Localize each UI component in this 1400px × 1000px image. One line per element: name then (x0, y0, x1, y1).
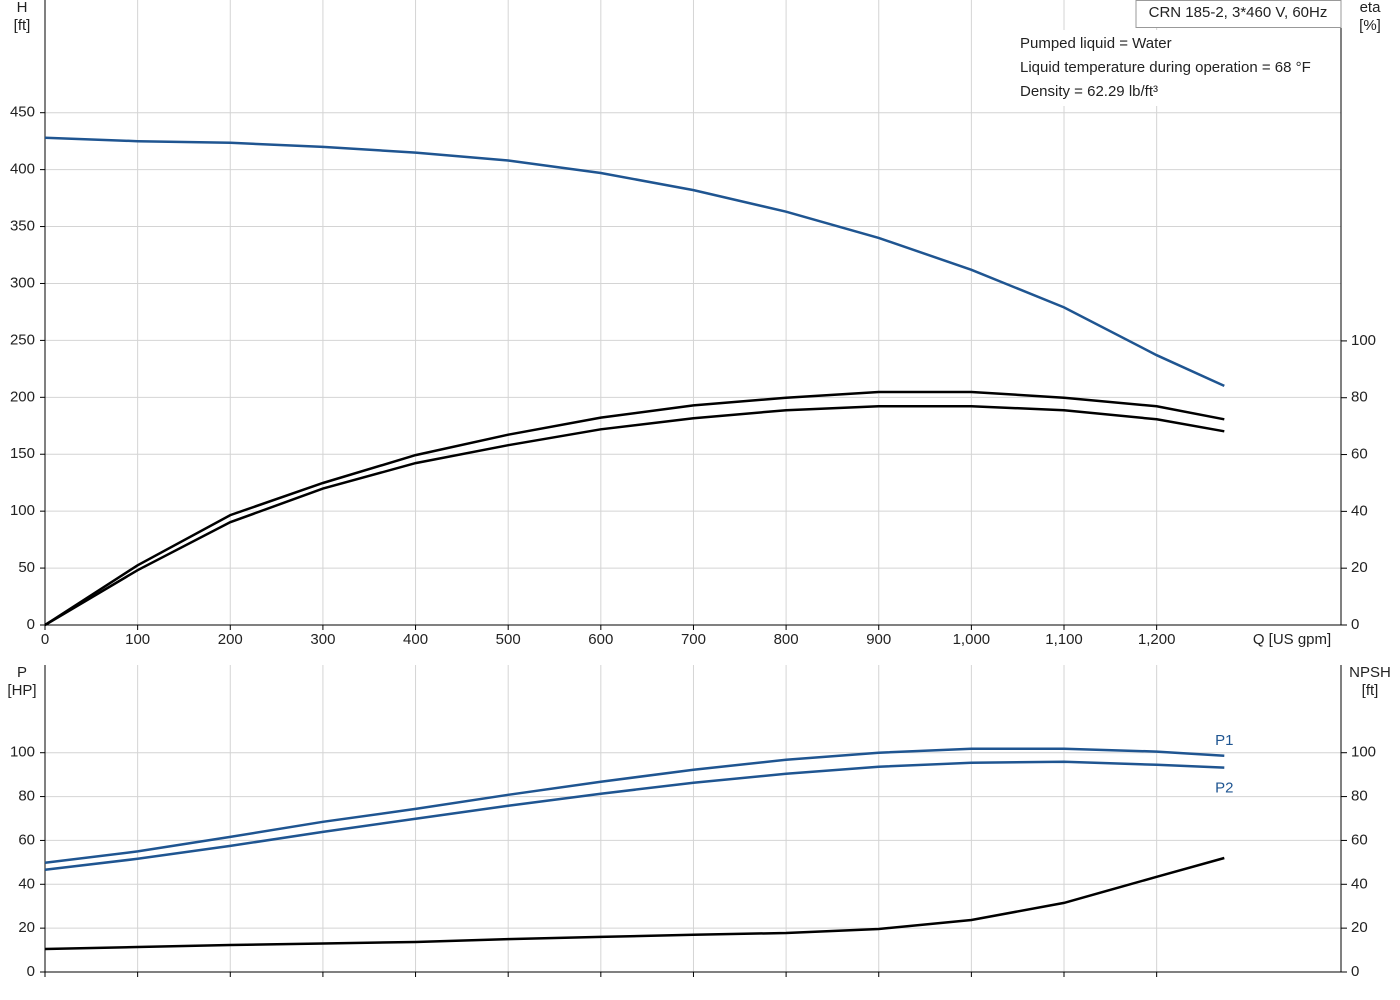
y-unit: [HP] (7, 682, 36, 699)
y-tick-label: 0 (27, 616, 35, 633)
x-tick-label: 100 (125, 631, 150, 648)
y2-tick-label: 20 (1351, 559, 1368, 576)
y2-tick-label: 20 (1351, 919, 1368, 936)
y-unit: [ft] (14, 17, 31, 34)
y-tick-label: 100 (10, 502, 35, 519)
x-tick-label: 600 (588, 631, 613, 648)
y-tick-label: 400 (10, 161, 35, 178)
x-tick-label: 1,000 (953, 631, 991, 648)
curve (44, 390, 1225, 627)
y2-tick-label: 0 (1351, 616, 1359, 633)
curve (44, 136, 1225, 388)
x-tick-label: 300 (310, 631, 335, 648)
y-tick-label: 300 (10, 274, 35, 291)
annotation: Liquid temperature during operation = 68… (1020, 59, 1311, 76)
y-tick-label: 40 (18, 875, 35, 892)
x-tick-label: 900 (866, 631, 891, 648)
x-tick-label: 500 (496, 631, 521, 648)
curve (44, 760, 1225, 872)
x-tick-label: 700 (681, 631, 706, 648)
y2-unit: [%] (1359, 17, 1381, 34)
y-tick-label: 100 (10, 744, 35, 761)
curve (44, 405, 1225, 627)
y-tick-label: 60 (18, 831, 35, 848)
y-tick-label: 50 (18, 559, 35, 576)
y-tick-label: 200 (10, 388, 35, 405)
title-box (1135, 0, 1342, 28)
series-label: P2 (1215, 780, 1233, 797)
y2-tick-label: 100 (1351, 332, 1376, 349)
y-tick-label: 450 (10, 104, 35, 121)
x-tick-label: 400 (403, 631, 428, 648)
x-tick-label: 800 (774, 631, 799, 648)
y2-unit: [ft] (1362, 682, 1379, 699)
y2-tick-label: 60 (1351, 831, 1368, 848)
x-tick-label: 200 (218, 631, 243, 648)
y2-tick-label: 80 (1351, 389, 1368, 406)
y2-tick-label: 60 (1351, 446, 1368, 463)
y2-label: NPSH (1349, 664, 1391, 681)
y-label: H (17, 0, 28, 16)
y-tick-label: 20 (18, 919, 35, 936)
y2-tick-label: 40 (1351, 875, 1368, 892)
x-tick-label: 0 (41, 631, 49, 648)
curve (44, 747, 1225, 865)
y-tick-label: 250 (10, 331, 35, 348)
y-tick-label: 150 (10, 445, 35, 462)
y-label: P (17, 664, 27, 681)
y-tick-label: 350 (10, 218, 35, 235)
annotation-bg (1014, 30, 1339, 106)
y2-tick-label: 40 (1351, 502, 1368, 519)
y2-label: eta (1360, 0, 1382, 16)
y-tick-label: 80 (18, 788, 35, 805)
y2-tick-label: 0 (1351, 963, 1359, 980)
x-tick-label: 1,100 (1045, 631, 1083, 648)
y2-tick-label: 100 (1351, 744, 1376, 761)
x-label: Q [US gpm] (1253, 631, 1331, 648)
y-tick-label: 0 (27, 963, 35, 980)
chart-title: CRN 185-2, 3*460 V, 60Hz (1149, 4, 1328, 21)
series-label: P1 (1215, 732, 1233, 749)
x-tick-label: 1,200 (1138, 631, 1176, 648)
curve (44, 856, 1225, 951)
annotation: Pumped liquid = Water (1020, 35, 1172, 52)
y2-tick-label: 80 (1351, 788, 1368, 805)
annotation: Density = 62.29 lb/ft³ (1020, 83, 1158, 100)
